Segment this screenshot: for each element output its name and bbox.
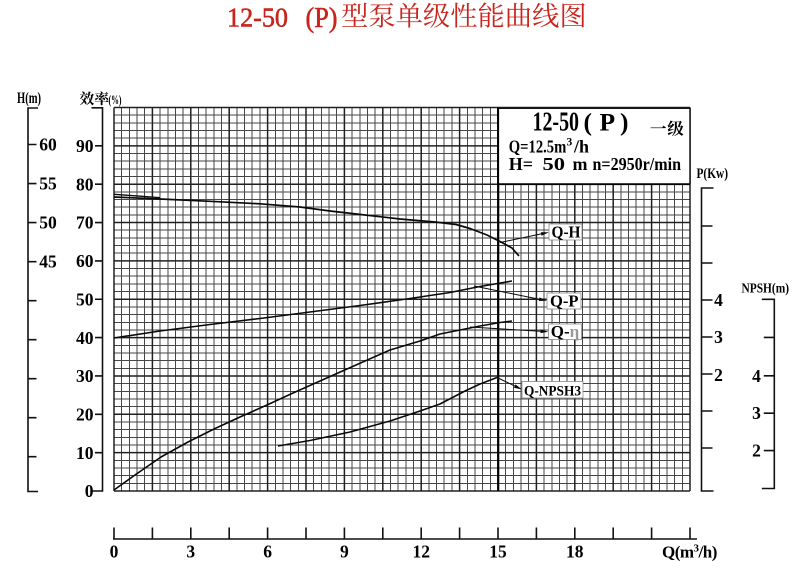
svg-text:Q-H: Q-H <box>552 223 581 242</box>
svg-text:/h: /h <box>573 137 589 157</box>
svg-text:90: 90 <box>76 136 94 156</box>
svg-text:60: 60 <box>76 251 94 271</box>
svg-text:m: m <box>573 154 588 174</box>
svg-text:H=: H= <box>509 154 533 174</box>
svg-text:50: 50 <box>39 213 57 233</box>
svg-text:Q(m3/h): Q(m3/h) <box>662 543 717 562</box>
svg-text:NPSH(m): NPSH(m) <box>742 281 790 296</box>
svg-text:60: 60 <box>39 135 57 155</box>
svg-text:9: 9 <box>340 542 349 562</box>
svg-text:12-50: 12-50 <box>533 107 580 137</box>
svg-text:(: ( <box>584 108 593 137</box>
svg-text:4: 4 <box>752 366 761 386</box>
svg-text:70: 70 <box>76 213 94 233</box>
svg-text:50: 50 <box>76 289 94 309</box>
svg-text:2: 2 <box>752 441 761 461</box>
svg-text:H(m): H(m) <box>17 90 41 107</box>
svg-text:40: 40 <box>76 328 94 348</box>
svg-text:P(Kw): P(Kw) <box>697 166 729 182</box>
svg-text:n=2950r/min: n=2950r/min <box>593 154 682 174</box>
svg-text:4: 4 <box>714 290 723 310</box>
svg-text:18: 18 <box>566 542 584 562</box>
svg-text:0: 0 <box>85 481 94 501</box>
svg-text:Q-NPSH3: Q-NPSH3 <box>524 383 581 399</box>
svg-text:12: 12 <box>412 542 430 562</box>
svg-text:3: 3 <box>752 403 761 423</box>
svg-text:): ) <box>620 108 629 137</box>
svg-text:50: 50 <box>543 154 566 174</box>
svg-text:30: 30 <box>76 366 94 386</box>
svg-text:20: 20 <box>76 404 94 424</box>
svg-text:P: P <box>600 108 616 137</box>
svg-text:Q-η: Q-η <box>551 322 580 341</box>
svg-text:3: 3 <box>567 137 573 149</box>
svg-text:3: 3 <box>186 542 195 562</box>
svg-text:15: 15 <box>489 542 507 562</box>
svg-text:Q-P: Q-P <box>550 292 579 311</box>
svg-text:Q=12.5m: Q=12.5m <box>509 137 567 157</box>
svg-text:2: 2 <box>714 365 723 385</box>
svg-text:12-50: 12-50 <box>227 2 288 33</box>
svg-text:0: 0 <box>110 542 119 562</box>
svg-text:(%): (%) <box>109 93 122 107</box>
svg-text:3: 3 <box>714 327 723 347</box>
svg-text:80: 80 <box>76 174 94 194</box>
svg-text:(P): (P) <box>306 2 338 34</box>
svg-text:10: 10 <box>76 443 94 463</box>
svg-text:55: 55 <box>39 174 57 194</box>
svg-text:45: 45 <box>39 252 57 272</box>
svg-text:6: 6 <box>263 542 272 562</box>
